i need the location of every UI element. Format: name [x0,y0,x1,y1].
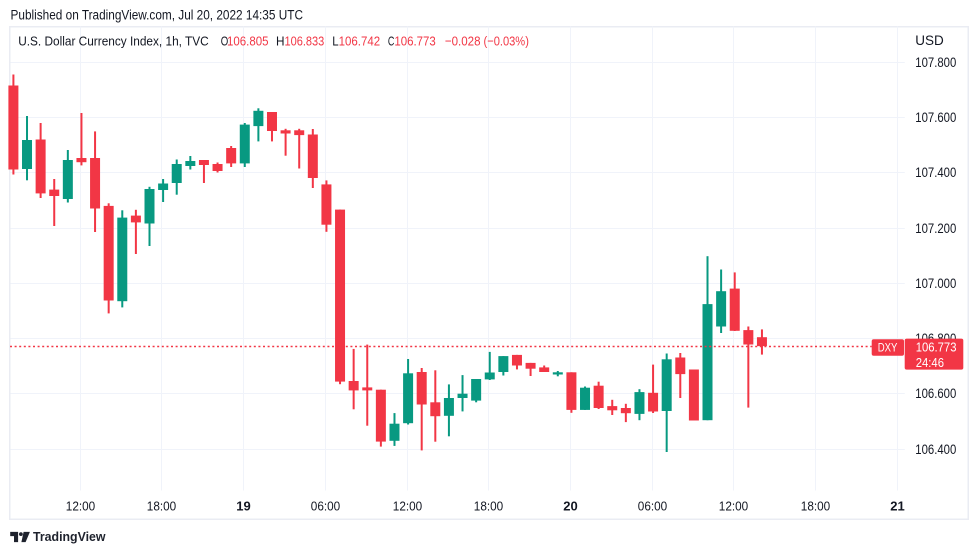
svg-text:12:00: 12:00 [719,499,748,514]
svg-text:106.805: 106.805 [227,34,269,49]
svg-text:(−0.03%): (−0.03%) [484,34,529,49]
svg-text:06:00: 06:00 [638,499,667,514]
svg-text:C: C [388,34,395,49]
svg-text:12:00: 12:00 [66,499,95,514]
svg-text:106.400: 106.400 [915,442,956,457]
svg-text:107.800: 107.800 [915,55,956,70]
svg-text:107.200: 107.200 [915,221,956,236]
svg-text:DXY: DXY [878,341,898,355]
svg-text:−0.028: −0.028 [445,34,481,49]
svg-text:Published on TradingView.com,: Published on TradingView.com, Jul 20, 20… [11,7,304,22]
svg-text:TradingView: TradingView [33,529,106,544]
svg-text:18:00: 18:00 [147,499,176,514]
svg-text:107.600: 107.600 [915,110,956,125]
svg-text:106.742: 106.742 [339,34,381,49]
svg-text:20: 20 [563,499,577,514]
svg-text:18:00: 18:00 [801,499,830,514]
svg-text:18:00: 18:00 [474,499,503,514]
svg-text:L: L [332,34,338,49]
svg-text:H: H [276,34,285,49]
svg-text:106.833: 106.833 [285,34,325,49]
svg-text:106.773: 106.773 [916,340,957,355]
svg-text:U.S. Dollar Currency Index, 1h: U.S. Dollar Currency Index, 1h, TVC [18,34,209,49]
svg-text:106.600: 106.600 [915,386,956,401]
svg-text:107.400: 107.400 [915,165,956,180]
svg-text:06:00: 06:00 [311,499,340,514]
svg-text:O: O [221,34,229,49]
svg-text:24:46: 24:46 [916,355,944,370]
svg-text:107.000: 107.000 [915,276,956,291]
svg-text:USD: USD [915,33,944,48]
svg-text:19: 19 [236,499,250,514]
svg-text:21: 21 [890,499,904,514]
svg-text:12:00: 12:00 [393,499,422,514]
svg-text:106.773: 106.773 [394,34,435,49]
